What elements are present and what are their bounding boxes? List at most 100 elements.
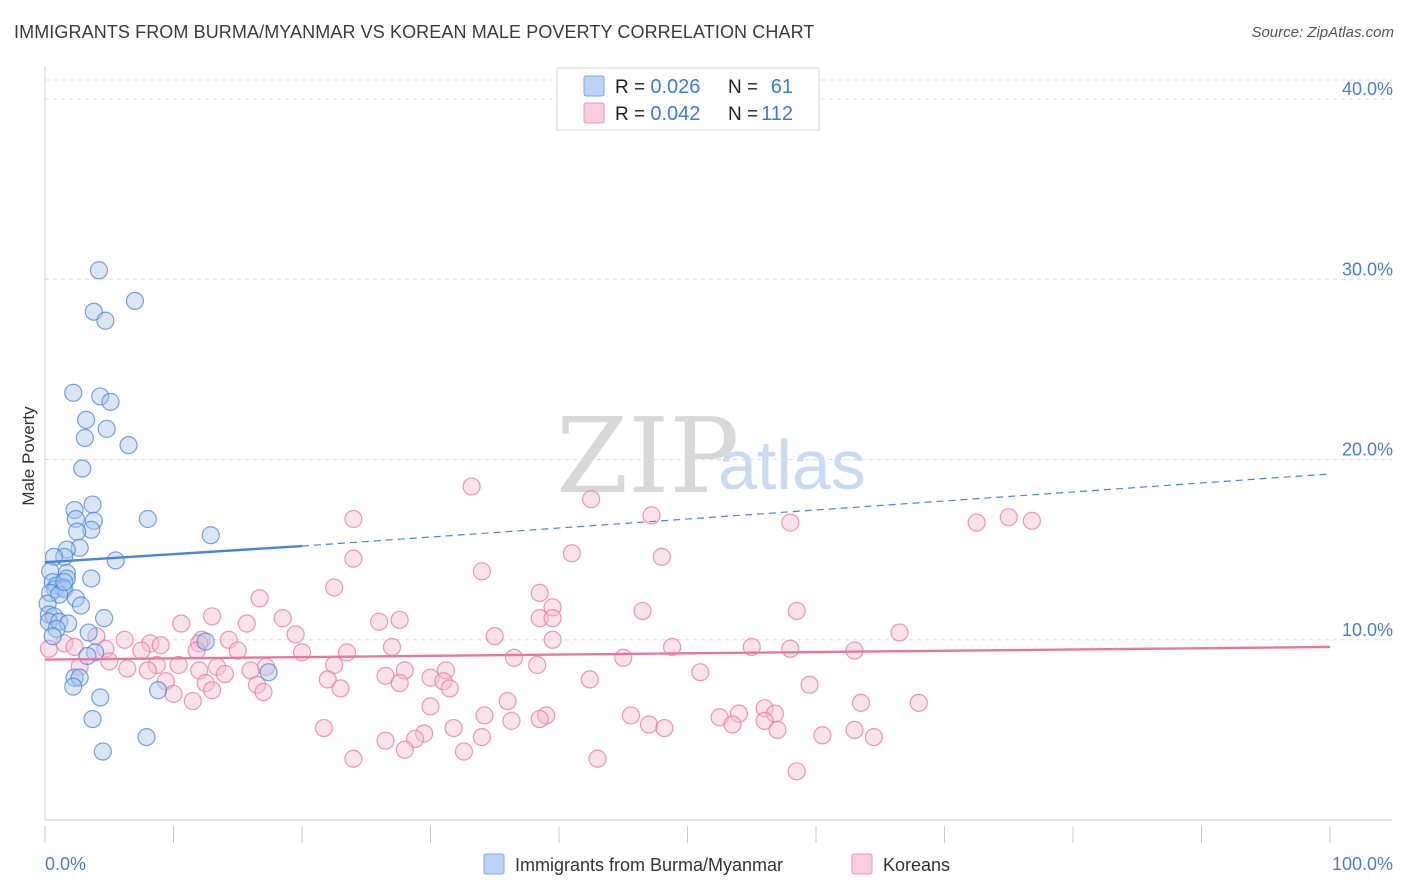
korean-point: [851, 693, 871, 712]
watermark-atlas: atlas: [718, 426, 866, 504]
korean-point: [543, 630, 562, 649]
korean-point: [370, 612, 389, 631]
korean-point: [662, 637, 682, 657]
y-tick-label: 40.0%: [1342, 79, 1393, 99]
stats-legend: R = 0.026 N = 61 R = 0.042 N = 112: [556, 67, 820, 131]
korean-point: [588, 749, 607, 768]
burma-point: [43, 627, 62, 646]
korean-point: [196, 673, 215, 693]
burma-point: [39, 612, 58, 631]
korean-point: [813, 726, 832, 745]
burma-point: [97, 419, 116, 438]
korean-point: [655, 718, 674, 738]
trend-line-korean: [44, 645, 1331, 661]
korean-point: [169, 655, 188, 675]
burma-point: [70, 668, 89, 687]
korean-point: [781, 639, 800, 658]
korean-point: [845, 720, 864, 739]
korean-point: [530, 709, 549, 729]
burma-point: [64, 677, 83, 696]
korean-point: [237, 614, 256, 633]
y-tick-label: 30.0%: [1342, 259, 1393, 279]
korean-point: [768, 720, 787, 739]
korean-point: [172, 614, 191, 633]
burma-point: [82, 520, 101, 539]
burma-point: [96, 311, 115, 330]
korean-point: [454, 742, 474, 761]
legend-n-label-korean: N =: [728, 104, 758, 125]
burma-point: [68, 522, 87, 541]
burma-point: [83, 495, 102, 514]
korean-point: [436, 661, 456, 680]
korean-point: [633, 601, 652, 621]
korean-point: [504, 648, 524, 667]
korean-point: [543, 609, 562, 628]
burma-point: [125, 291, 145, 311]
burma-point: [83, 709, 102, 729]
legend-r-label-korean: R =: [615, 104, 650, 125]
korean-point: [967, 513, 986, 532]
korean-point: [502, 711, 521, 730]
korean-point: [273, 609, 292, 628]
korean-point: [800, 675, 819, 694]
korean-point: [151, 636, 170, 655]
y-tick-label: 10.0%: [1342, 620, 1393, 640]
korean-point: [65, 637, 84, 657]
burma-point: [91, 688, 110, 707]
korean-point: [390, 673, 409, 693]
burma-point: [95, 609, 114, 628]
series-legend: Immigrants from Burma/Myanmar Koreans: [483, 853, 950, 875]
burma-point: [79, 623, 98, 642]
korean-point: [325, 578, 344, 597]
korean-point: [528, 655, 547, 675]
korean-point: [485, 627, 504, 646]
korean-point: [723, 715, 742, 734]
korean-point: [292, 643, 312, 662]
chart-title: IMMIGRANTS FROM BURMA/MYANMAR VS KOREAN …: [14, 22, 815, 42]
korean-point: [215, 664, 234, 684]
burma-point: [73, 459, 92, 478]
burma-point: [82, 569, 101, 588]
bottom-legend-swatch-burma: [483, 853, 505, 875]
korean-point: [344, 549, 363, 568]
korean-point: [582, 490, 601, 509]
legend-swatch-korean: [583, 102, 605, 124]
burma-point: [93, 742, 112, 761]
legend-r-label-burma: R =: [615, 77, 650, 98]
korean-point: [475, 706, 494, 725]
korean-point: [562, 544, 581, 563]
korean-point: [642, 506, 661, 525]
korean-point: [472, 562, 491, 581]
burma-point: [101, 392, 120, 411]
burma-point: [137, 727, 156, 747]
korean-point: [132, 641, 151, 660]
korean-point: [755, 699, 774, 718]
korean-point: [543, 598, 562, 617]
korean-point: [909, 693, 928, 712]
y-tick-label: 20.0%: [1342, 440, 1393, 460]
korean-point: [395, 740, 414, 759]
korean-point: [344, 509, 363, 529]
korean-point: [498, 691, 517, 711]
burma-point: [77, 410, 96, 429]
legend-n-label-burma: N =: [728, 77, 758, 98]
korean-point: [314, 718, 333, 738]
burma-point: [65, 668, 84, 687]
burma-point: [148, 681, 168, 700]
korean-point: [247, 675, 267, 694]
chart-source: Source: ZipAtlas.com: [1251, 24, 1394, 41]
burma-point: [71, 596, 91, 615]
x-tick-label-min: 0.0%: [45, 854, 86, 874]
burma-point: [201, 526, 220, 545]
korean-point: [999, 508, 1018, 527]
korean-point: [580, 670, 599, 689]
burma-points: [38, 261, 278, 761]
korean-point: [337, 643, 357, 662]
korean-point: [254, 682, 273, 702]
legend-r-value-korean: 0.042: [650, 103, 700, 125]
korean-point: [100, 652, 119, 671]
korean-point: [202, 607, 222, 626]
korean-point: [742, 637, 761, 657]
korean-point: [376, 666, 395, 685]
korean-point: [530, 609, 549, 628]
